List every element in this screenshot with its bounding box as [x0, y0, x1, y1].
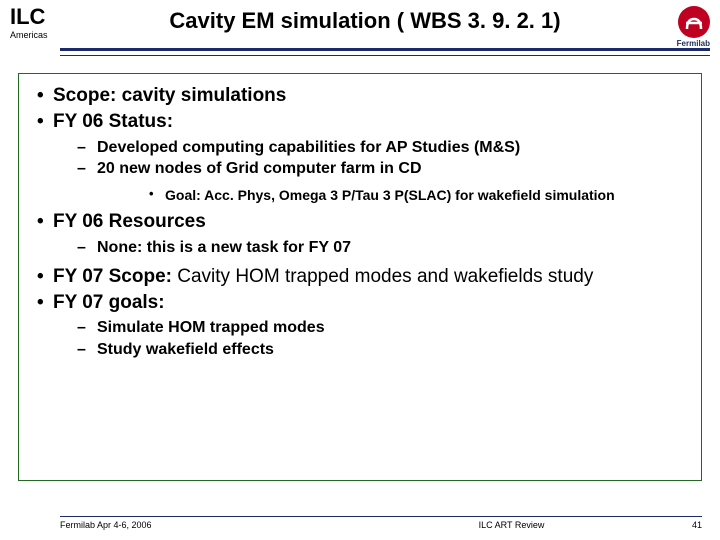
ilc-subtitle: Americas: [10, 30, 80, 40]
bullet-fy06-resources: FY 06 Resources None: this is a new task…: [33, 210, 687, 259]
bullet-fy07-scope: FY 07 Scope: Cavity HOM trapped modes an…: [33, 265, 687, 289]
ilc-title: ILC: [10, 6, 80, 28]
header-rule: [60, 48, 710, 51]
sub-20-nodes: 20 new nodes of Grid computer farm in CD…: [53, 159, 687, 204]
bullet-fy07-goals: FY 07 goals: Simulate HOM trapped modes …: [33, 291, 687, 361]
slide-footer: Fermilab Apr 4-6, 2006 ILC ART Review 41: [0, 516, 720, 530]
ilc-block: ILC Americas: [10, 6, 80, 40]
fy07-scope-bold: FY 07 Scope:: [53, 266, 177, 287]
page-number: 41: [662, 520, 702, 530]
title-area: Cavity EM simulation ( WBS 3. 9. 2. 1): [80, 6, 650, 34]
goal-acc-phys: Goal: Acc. Phys, Omega 3 P/Tau 3 P(SLAC)…: [97, 186, 687, 204]
footer-date: Fermilab Apr 4-6, 2006: [60, 520, 361, 530]
bullet-list: Scope: cavity simulations FY 06 Status: …: [33, 84, 687, 361]
bullet-fy06-resources-label: FY 06 Resources: [53, 211, 206, 232]
footer-rule: [60, 516, 702, 517]
fy07-scope-rest: Cavity HOM trapped modes and wakefields …: [177, 266, 593, 287]
footer-center: ILC ART Review: [361, 520, 662, 530]
sub-none: None: this is a new task for FY 07: [53, 238, 687, 259]
logo-area: Fermilab: [650, 6, 710, 48]
logo-label: Fermilab: [650, 39, 710, 48]
bullet-scope: Scope: cavity simulations: [33, 84, 687, 108]
sub-developed: Developed computing capabilities for AP …: [53, 138, 687, 159]
fermilab-logo-icon: [678, 6, 710, 38]
bullet-fy07-goals-label: FY 07 goals:: [53, 292, 165, 313]
bullet-fy06-status: FY 06 Status: Developed computing capabi…: [33, 110, 687, 205]
main-title: Cavity EM simulation ( WBS 3. 9. 2. 1): [80, 8, 650, 34]
content-box: Scope: cavity simulations FY 06 Status: …: [18, 73, 702, 481]
slide-header: ILC Americas Cavity EM simulation ( WBS …: [0, 0, 720, 48]
sub-20-nodes-label: 20 new nodes of Grid computer farm in CD: [97, 160, 422, 177]
sub-simulate-hom: Simulate HOM trapped modes: [53, 318, 687, 339]
bullet-fy06-status-label: FY 06 Status:: [53, 111, 173, 132]
sub-study-wakefield: Study wakefield effects: [53, 340, 687, 361]
